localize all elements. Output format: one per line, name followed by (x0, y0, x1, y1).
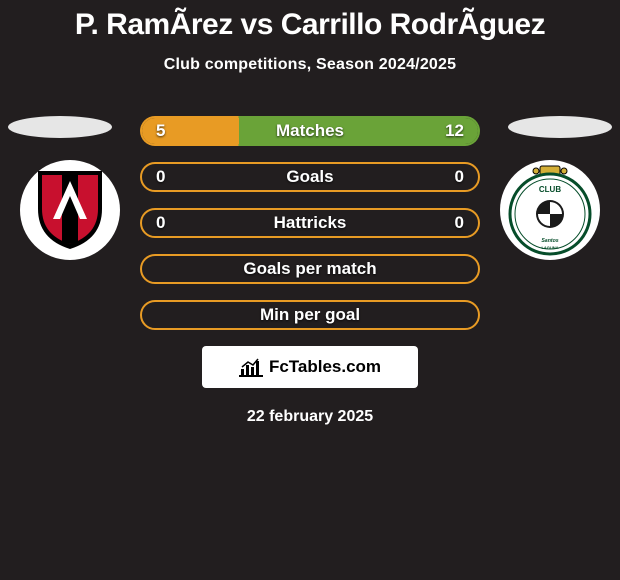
attribution-badge: FcTables.com (202, 346, 418, 388)
svg-text:Santos: Santos (541, 238, 558, 244)
stat-label: Hattricks (142, 213, 478, 233)
page-subtitle: Club competitions, Season 2024/2025 (0, 56, 620, 74)
svg-text:CLUB: CLUB (539, 185, 561, 194)
stat-row: 00Hattricks (140, 208, 480, 238)
club-crest-left (20, 160, 120, 260)
atlas-crest-icon (35, 169, 105, 251)
stat-label: Min per goal (142, 305, 478, 325)
date-text: 22 february 2025 (0, 408, 620, 426)
stat-row: 512Matches (140, 116, 480, 146)
svg-text:LAGUNA: LAGUNA (541, 245, 558, 250)
comparison-panel: CLUB Santos LAGUNA 512Matches 00Goals 00Ha… (0, 116, 620, 426)
stat-row: 00Goals (140, 162, 480, 192)
stat-row: Goals per match (140, 254, 480, 284)
shadow-ellipse-left (8, 116, 112, 138)
chart-icon (239, 357, 263, 377)
stat-label: Goals per match (142, 259, 478, 279)
shadow-ellipse-right (508, 116, 612, 138)
club-crest-right: CLUB Santos LAGUNA (500, 160, 600, 260)
attribution-text: FcTables.com (269, 357, 381, 377)
page-title: P. RamÃ­rez vs Carrillo RodrÃ­guez (0, 0, 620, 42)
stat-bars: 512Matches 00Goals 00Hattricks Goals per ma… (140, 116, 480, 330)
stat-label: Matches (142, 121, 478, 141)
stat-row: Min per goal (140, 300, 480, 330)
stat-label: Goals (142, 167, 478, 187)
santos-crest-icon: CLUB Santos LAGUNA (504, 164, 596, 256)
